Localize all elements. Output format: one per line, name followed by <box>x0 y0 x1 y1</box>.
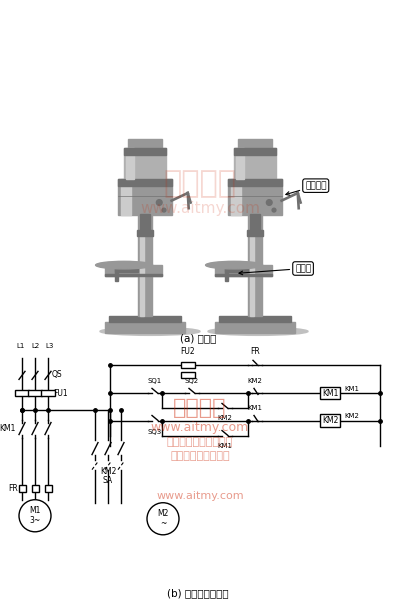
Bar <box>109 316 181 322</box>
Bar <box>215 322 295 333</box>
Ellipse shape <box>208 327 308 335</box>
Text: 如需转载请注明出处: 如需转载请注明出处 <box>170 451 230 461</box>
Text: KM1: KM1 <box>344 387 359 393</box>
Bar <box>128 139 162 149</box>
Bar <box>114 266 138 272</box>
Bar <box>181 362 195 368</box>
Bar <box>225 266 228 281</box>
Bar <box>124 149 166 179</box>
Circle shape <box>147 503 179 535</box>
Text: KM2: KM2 <box>248 379 263 384</box>
Bar <box>320 414 340 426</box>
Text: SQ3: SQ3 <box>148 428 162 434</box>
Bar <box>181 373 195 378</box>
Circle shape <box>162 208 166 212</box>
Text: 艾特贸易: 艾特贸易 <box>173 399 227 419</box>
Bar <box>121 179 131 215</box>
Bar <box>250 214 260 231</box>
Text: KM2: KM2 <box>217 416 232 422</box>
Bar <box>219 316 291 322</box>
Bar <box>238 139 272 149</box>
Bar <box>228 179 282 187</box>
Bar <box>124 149 166 155</box>
Text: M1
3~: M1 3~ <box>29 506 41 525</box>
Text: FR: FR <box>250 347 260 356</box>
Bar <box>41 390 55 396</box>
Bar <box>114 266 118 281</box>
Bar <box>44 485 51 492</box>
Text: SA: SA <box>103 476 113 484</box>
Bar <box>236 149 244 179</box>
Bar <box>225 266 248 272</box>
Text: L1: L1 <box>17 343 25 349</box>
Ellipse shape <box>206 262 263 269</box>
Bar <box>32 485 38 492</box>
Circle shape <box>272 208 276 212</box>
Bar <box>105 274 162 277</box>
Bar <box>105 265 162 277</box>
Bar <box>126 149 133 179</box>
Text: 操作手柄: 操作手柄 <box>286 181 326 195</box>
Text: 本文为艾特贸易网原创: 本文为艾特贸易网原创 <box>167 437 233 446</box>
Text: KM1: KM1 <box>248 405 263 411</box>
Text: SQ1: SQ1 <box>148 379 162 384</box>
Bar <box>140 141 144 316</box>
Bar <box>137 230 152 236</box>
Bar <box>15 390 29 396</box>
Bar <box>250 141 254 316</box>
Text: www.aitmy.com: www.aitmy.com <box>140 201 260 216</box>
Ellipse shape <box>100 327 200 335</box>
Bar <box>215 265 272 277</box>
Text: KM1: KM1 <box>322 389 338 398</box>
Ellipse shape <box>95 262 152 269</box>
Text: 艾特贸易: 艾特贸易 <box>164 169 236 198</box>
Circle shape <box>267 200 272 205</box>
Text: (b) 控制电路原理图: (b) 控制电路原理图 <box>167 588 229 598</box>
Bar <box>118 179 171 187</box>
Bar <box>248 230 263 236</box>
Text: KM2: KM2 <box>100 467 116 475</box>
Bar <box>138 141 152 316</box>
Bar <box>19 485 25 492</box>
Bar <box>118 179 171 215</box>
Text: L3: L3 <box>46 343 54 349</box>
Text: FU2: FU2 <box>181 347 195 356</box>
Text: (a) 实物图: (a) 实物图 <box>180 333 216 343</box>
Bar <box>140 214 150 231</box>
Bar <box>248 141 262 316</box>
Text: KM1: KM1 <box>0 424 16 433</box>
Bar <box>234 149 276 179</box>
Text: FR: FR <box>8 484 18 493</box>
Bar <box>105 322 185 333</box>
Bar <box>320 387 340 399</box>
Circle shape <box>156 200 162 205</box>
Text: L2: L2 <box>31 343 39 349</box>
Text: FU1: FU1 <box>53 389 68 398</box>
Text: 工作台: 工作台 <box>239 264 311 275</box>
Text: KM1: KM1 <box>217 443 232 449</box>
Bar <box>234 149 276 155</box>
Bar <box>228 179 282 215</box>
Text: KM2: KM2 <box>344 414 359 420</box>
Bar <box>231 179 241 215</box>
Bar <box>215 274 272 277</box>
Text: SQ2: SQ2 <box>185 379 199 384</box>
Circle shape <box>19 500 51 532</box>
Text: www.aitmy.com: www.aitmy.com <box>156 490 244 501</box>
Text: www.aitmy.com: www.aitmy.com <box>151 421 249 434</box>
Text: M2
~: M2 ~ <box>157 509 169 528</box>
Text: KM2: KM2 <box>322 416 338 425</box>
Bar <box>28 390 42 396</box>
Text: QS: QS <box>52 370 63 379</box>
